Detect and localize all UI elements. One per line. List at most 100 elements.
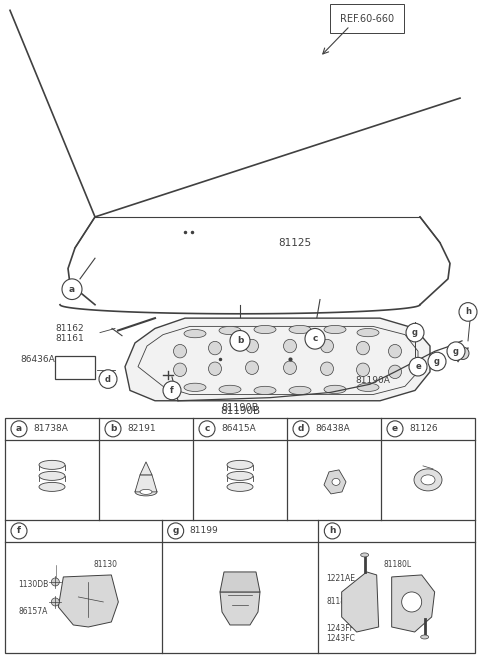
- Text: REF.60-660: REF.60-660: [340, 14, 394, 24]
- Ellipse shape: [227, 460, 253, 470]
- Text: 81180L: 81180L: [384, 561, 411, 569]
- Circle shape: [402, 592, 421, 612]
- Circle shape: [99, 370, 117, 388]
- Text: 81125: 81125: [278, 238, 312, 248]
- Ellipse shape: [219, 326, 241, 335]
- Text: g: g: [434, 357, 440, 366]
- Circle shape: [459, 303, 477, 321]
- Text: 81190B: 81190B: [220, 406, 260, 416]
- Circle shape: [62, 279, 82, 299]
- Ellipse shape: [39, 472, 65, 480]
- Ellipse shape: [357, 341, 370, 355]
- Text: 86436A: 86436A: [20, 355, 55, 364]
- Ellipse shape: [388, 345, 401, 358]
- Text: 1243FF: 1243FF: [326, 624, 354, 633]
- Text: h: h: [465, 307, 471, 316]
- Text: 81180: 81180: [326, 597, 350, 607]
- Text: 81126: 81126: [409, 424, 438, 434]
- Polygon shape: [392, 575, 435, 632]
- Circle shape: [105, 421, 121, 437]
- Circle shape: [409, 358, 427, 376]
- Text: c: c: [204, 424, 210, 434]
- Ellipse shape: [140, 489, 152, 495]
- Ellipse shape: [227, 472, 253, 480]
- Ellipse shape: [284, 361, 297, 375]
- Text: d: d: [105, 375, 111, 384]
- Ellipse shape: [245, 361, 259, 375]
- Ellipse shape: [414, 469, 442, 491]
- Text: 81385B: 81385B: [393, 614, 422, 624]
- Polygon shape: [140, 462, 152, 475]
- Circle shape: [163, 381, 181, 400]
- Text: 81161: 81161: [55, 334, 84, 343]
- Ellipse shape: [357, 363, 370, 377]
- Text: 1221AE: 1221AE: [326, 574, 355, 584]
- Circle shape: [324, 523, 340, 539]
- Circle shape: [51, 578, 60, 586]
- Text: a: a: [69, 285, 75, 293]
- Text: e: e: [392, 424, 398, 434]
- Ellipse shape: [321, 339, 334, 353]
- Polygon shape: [342, 572, 379, 632]
- Ellipse shape: [289, 326, 311, 333]
- Text: b: b: [237, 337, 243, 345]
- Polygon shape: [59, 575, 119, 627]
- Bar: [55, 356, 95, 379]
- Ellipse shape: [227, 482, 253, 491]
- Ellipse shape: [254, 326, 276, 333]
- Text: 81199: 81199: [190, 527, 218, 535]
- Text: 81738A: 81738A: [33, 424, 68, 434]
- Circle shape: [11, 523, 27, 539]
- Ellipse shape: [421, 475, 435, 485]
- Circle shape: [51, 598, 60, 606]
- Circle shape: [11, 421, 27, 437]
- Circle shape: [168, 523, 184, 539]
- Text: 86438A: 86438A: [315, 424, 350, 434]
- Ellipse shape: [39, 460, 65, 470]
- Text: c: c: [312, 334, 318, 343]
- Circle shape: [428, 352, 446, 371]
- Ellipse shape: [388, 365, 401, 379]
- Text: g: g: [172, 527, 179, 535]
- Ellipse shape: [184, 329, 206, 338]
- Circle shape: [387, 421, 403, 437]
- Ellipse shape: [39, 482, 65, 491]
- Ellipse shape: [208, 341, 221, 355]
- Text: f: f: [17, 527, 21, 535]
- Text: 1130DB: 1130DB: [18, 580, 48, 590]
- Circle shape: [447, 342, 465, 360]
- Ellipse shape: [357, 328, 379, 337]
- Text: g: g: [412, 328, 418, 337]
- Polygon shape: [220, 592, 260, 625]
- Ellipse shape: [321, 362, 334, 375]
- Polygon shape: [324, 470, 346, 494]
- Text: 1243FC: 1243FC: [326, 635, 355, 643]
- Text: 86415A: 86415A: [221, 424, 256, 434]
- Ellipse shape: [245, 339, 259, 353]
- Ellipse shape: [254, 386, 276, 394]
- Circle shape: [230, 331, 250, 351]
- Ellipse shape: [360, 553, 369, 557]
- Text: 81130: 81130: [93, 561, 117, 569]
- Polygon shape: [125, 318, 430, 401]
- Ellipse shape: [324, 326, 346, 333]
- Ellipse shape: [173, 345, 187, 358]
- Ellipse shape: [219, 385, 241, 394]
- Text: g: g: [453, 346, 459, 356]
- Ellipse shape: [420, 635, 429, 639]
- Text: b: b: [110, 424, 116, 434]
- Text: 86157A: 86157A: [18, 607, 48, 616]
- Ellipse shape: [357, 383, 379, 392]
- Text: 81190B: 81190B: [221, 403, 259, 413]
- Polygon shape: [135, 475, 157, 492]
- Circle shape: [293, 421, 309, 437]
- Circle shape: [305, 328, 325, 349]
- Ellipse shape: [332, 478, 340, 485]
- Ellipse shape: [173, 363, 187, 377]
- Circle shape: [457, 347, 469, 360]
- Text: 81190A: 81190A: [355, 375, 390, 384]
- Ellipse shape: [184, 383, 206, 392]
- Text: e: e: [415, 362, 421, 371]
- Ellipse shape: [284, 339, 297, 353]
- Ellipse shape: [324, 385, 346, 394]
